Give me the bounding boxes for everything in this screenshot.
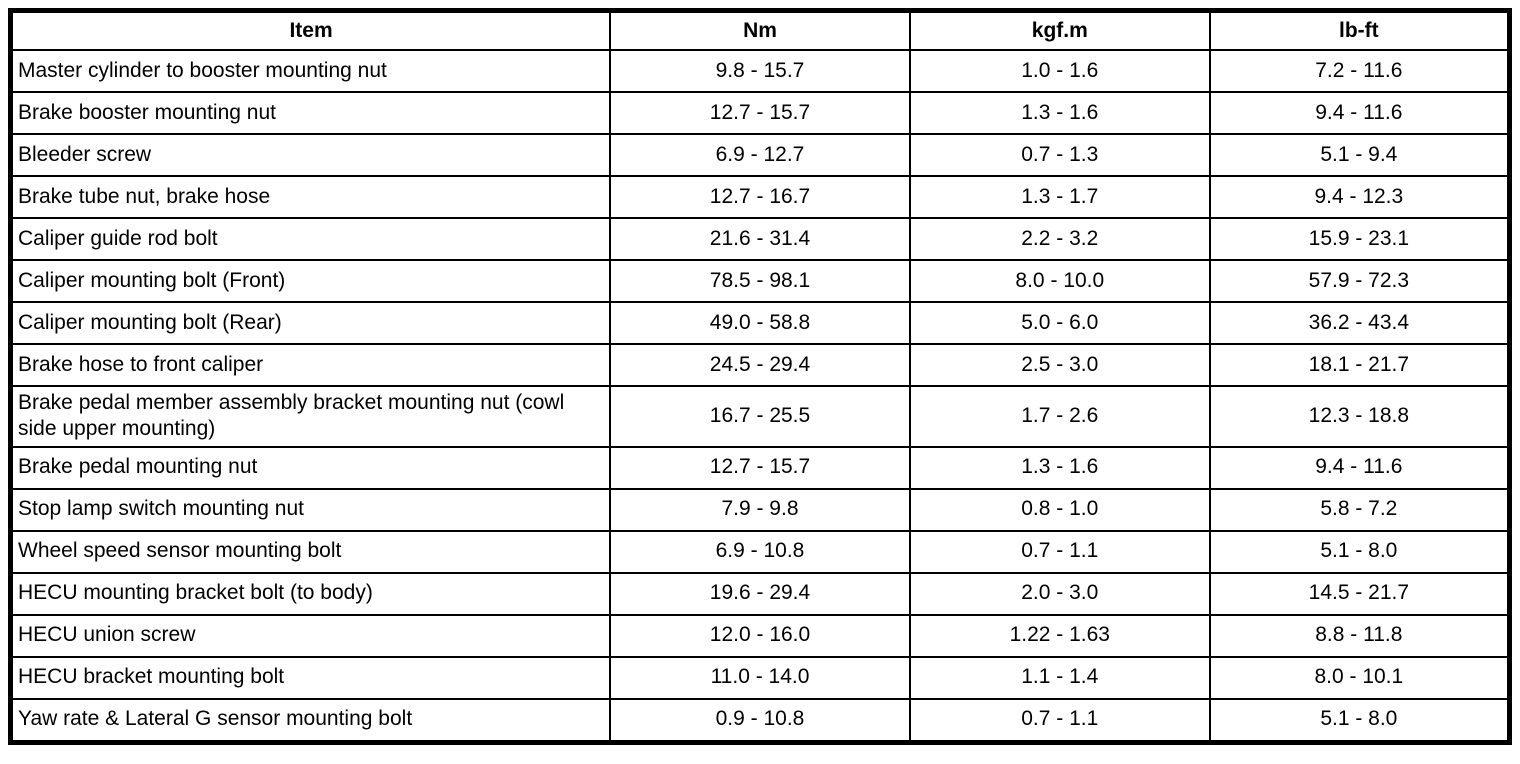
item-cell: Bleeder screw — [9, 133, 612, 177]
table-row: Brake hose to front caliper 24.5 - 29.4 2.… — [9, 343, 1511, 387]
value-cell-kgfm: 0.7 - 1.1 — [908, 529, 1211, 574]
value-cell-nm: 12.7 - 15.7 — [609, 91, 911, 135]
table-row: Caliper guide rod bolt 21.6 - 31.4 2.2 - 3… — [9, 217, 1511, 261]
value-cell-nm: 19.6 - 29.4 — [609, 571, 911, 616]
value-cell-lbft: 5.1 - 8.0 — [1208, 529, 1511, 574]
value-cell-kgfm: 1.22 - 1.63 — [908, 613, 1211, 658]
value-cell-kgfm: 0.8 - 1.0 — [908, 487, 1211, 532]
value-cell-nm: 78.5 - 98.1 — [609, 259, 911, 303]
item-cell: HECU union screw — [9, 613, 612, 658]
value-cell-nm: 7.9 - 9.8 — [609, 487, 911, 532]
value-cell-nm: 16.7 - 25.5 — [609, 385, 911, 448]
item-cell: Caliper mounting bolt (Front) — [9, 259, 612, 303]
column-header-nm: Nm — [609, 9, 911, 51]
item-cell: Brake booster mounting nut — [9, 91, 612, 135]
table-row: HECU bracket mounting bolt 11.0 - 14.0 1.1… — [9, 655, 1511, 700]
table-body: Master cylinder to booster mounting nut 9… — [9, 49, 1511, 743]
table-row: Wheel speed sensor mounting bolt 6.9 - 10… — [9, 529, 1511, 574]
value-cell-lbft: 8.8 - 11.8 — [1208, 613, 1511, 658]
value-cell-lbft: 36.2 - 43.4 — [1208, 301, 1511, 345]
table-header-row: Item Nm kgf.m lb-ft — [9, 9, 1511, 51]
value-cell-nm: 49.0 - 58.8 — [609, 301, 911, 345]
item-cell: Caliper mounting bolt (Rear) — [9, 301, 612, 345]
item-cell: Brake tube nut, brake hose — [9, 175, 612, 219]
table-row: Brake pedal mounting nut 12.7 - 15.7 1.3 -… — [9, 445, 1511, 490]
item-cell: Master cylinder to booster mounting nut — [9, 49, 612, 93]
table-row: Bleeder screw 6.9 - 12.7 0.7 - 1.3 5.1 - 9.… — [9, 133, 1511, 177]
value-cell-nm: 6.9 - 10.8 — [609, 529, 911, 574]
value-cell-lbft: 18.1 - 21.7 — [1208, 343, 1511, 387]
value-cell-nm: 9.8 - 15.7 — [609, 49, 911, 93]
item-cell: HECU bracket mounting bolt — [9, 655, 612, 700]
value-cell-nm: 12.7 - 16.7 — [609, 175, 911, 219]
value-cell-lbft: 5.1 - 8.0 — [1208, 697, 1511, 743]
value-cell-nm: 24.5 - 29.4 — [609, 343, 911, 387]
value-cell-kgfm: 8.0 - 10.0 — [908, 259, 1211, 303]
table-row: Brake pedal member assembly bracket moun… — [9, 385, 1511, 448]
value-cell-kgfm: 0.7 - 1.1 — [908, 697, 1211, 743]
item-cell: Stop lamp switch mounting nut — [9, 487, 612, 532]
value-cell-lbft: 15.9 - 23.1 — [1208, 217, 1511, 261]
value-cell-lbft: 8.0 - 10.1 — [1208, 655, 1511, 700]
value-cell-nm: 12.0 - 16.0 — [609, 613, 911, 658]
item-cell: HECU mounting bracket bolt (to body) — [9, 571, 612, 616]
value-cell-kgfm: 0.7 - 1.3 — [908, 133, 1211, 177]
value-cell-kgfm: 1.3 - 1.6 — [908, 445, 1211, 490]
value-cell-kgfm: 1.1 - 1.4 — [908, 655, 1211, 700]
value-cell-kgfm: 1.3 - 1.7 — [908, 175, 1211, 219]
table-row: Yaw rate & Lateral G sensor mounting bol… — [9, 697, 1511, 743]
value-cell-kgfm: 1.0 - 1.6 — [908, 49, 1211, 93]
column-header-lbft: lb-ft — [1208, 9, 1511, 51]
table-row: Stop lamp switch mounting nut 7.9 - 9.8 0.… — [9, 487, 1511, 532]
column-header-kgfm: kgf.m — [908, 9, 1211, 51]
value-cell-kgfm: 2.2 - 3.2 — [908, 217, 1211, 261]
value-cell-lbft: 7.2 - 11.6 — [1208, 49, 1511, 93]
column-header-item: Item — [9, 9, 612, 51]
table-row: HECU mounting bracket bolt (to body) 19.6… — [9, 571, 1511, 616]
value-cell-nm: 6.9 - 12.7 — [609, 133, 911, 177]
table-row: Master cylinder to booster mounting nut 9… — [9, 49, 1511, 93]
value-cell-nm: 11.0 - 14.0 — [609, 655, 911, 700]
item-cell: Brake pedal mounting nut — [9, 445, 612, 490]
item-cell: Wheel speed sensor mounting bolt — [9, 529, 612, 574]
item-cell: Yaw rate & Lateral G sensor mounting bol… — [9, 697, 612, 743]
value-cell-kgfm: 2.0 - 3.0 — [908, 571, 1211, 616]
value-cell-lbft: 14.5 - 21.7 — [1208, 571, 1511, 616]
item-cell: Brake pedal member assembly bracket moun… — [9, 385, 612, 448]
table-row: HECU union screw 12.0 - 16.0 1.22 - 1.63 8.… — [9, 613, 1511, 658]
value-cell-kgfm: 5.0 - 6.0 — [908, 301, 1211, 345]
value-cell-lbft: 5.1 - 9.4 — [1208, 133, 1511, 177]
value-cell-nm: 12.7 - 15.7 — [609, 445, 911, 490]
value-cell-nm: 21.6 - 31.4 — [609, 217, 911, 261]
table-row: Brake tube nut, brake hose 12.7 - 16.7 1.3… — [9, 175, 1511, 219]
value-cell-lbft: 5.8 - 7.2 — [1208, 487, 1511, 532]
table-row: Caliper mounting bolt (Rear) 49.0 - 58.8 5… — [9, 301, 1511, 345]
value-cell-lbft: 12.3 - 18.8 — [1208, 385, 1511, 448]
table-row: Caliper mounting bolt (Front) 78.5 - 98.1… — [9, 259, 1511, 303]
value-cell-lbft: 9.4 - 12.3 — [1208, 175, 1511, 219]
item-cell: Brake hose to front caliper — [9, 343, 612, 387]
value-cell-lbft: 57.9 - 72.3 — [1208, 259, 1511, 303]
torque-spec-table: Item Nm kgf.m lb-ft Master cylinder to b… — [8, 8, 1512, 745]
table-row: Brake booster mounting nut 12.7 - 15.7 1.3… — [9, 91, 1511, 135]
value-cell-lbft: 9.4 - 11.6 — [1208, 91, 1511, 135]
value-cell-lbft: 9.4 - 11.6 — [1208, 445, 1511, 490]
item-cell: Caliper guide rod bolt — [9, 217, 612, 261]
value-cell-kgfm: 2.5 - 3.0 — [908, 343, 1211, 387]
value-cell-kgfm: 1.7 - 2.6 — [908, 385, 1211, 448]
value-cell-kgfm: 1.3 - 1.6 — [908, 91, 1211, 135]
value-cell-nm: 0.9 - 10.8 — [609, 697, 911, 743]
